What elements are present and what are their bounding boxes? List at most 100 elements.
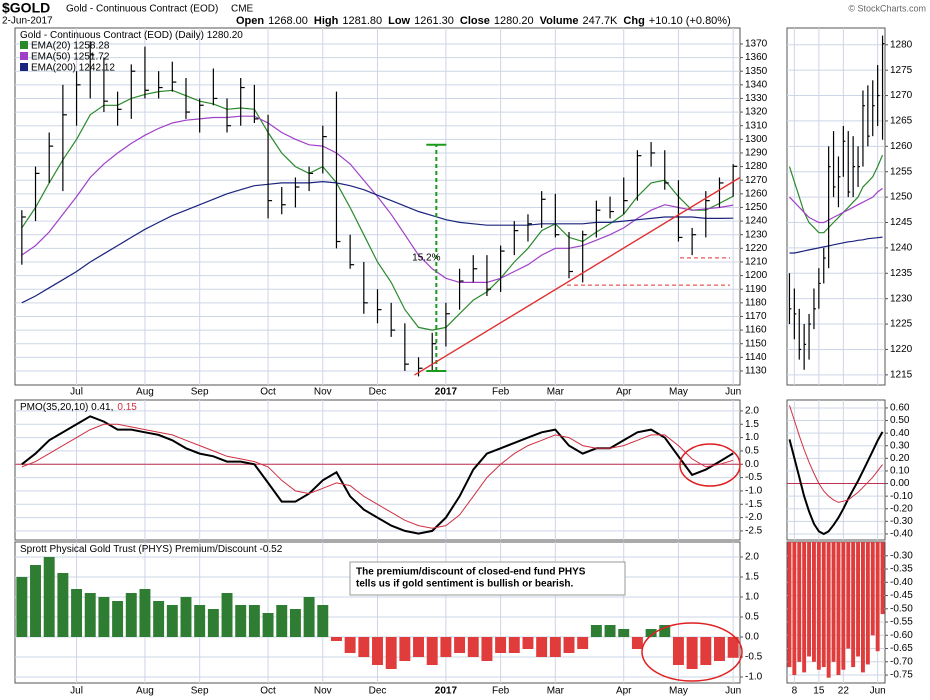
y-tick-label: 0.5 [745, 612, 759, 623]
legend: Sprott Physical Gold Trust (PHYS) Premiu… [20, 544, 283, 555]
bar [508, 637, 520, 653]
bar [792, 542, 797, 676]
bar [139, 589, 151, 637]
y-tick-label: 1240 [745, 216, 768, 227]
y-tick-label: -0.50 [890, 603, 913, 614]
x-tick-label: Oct [260, 686, 276, 697]
x-tick-label: Jul [70, 686, 83, 697]
x-tick-label: Apr [616, 686, 632, 697]
y-tick-label: -0.60 [890, 630, 913, 641]
y-tick-label: 1290 [745, 148, 768, 159]
y-tick-label: 1.0 [745, 432, 759, 443]
quote-label: Low [388, 15, 410, 27]
y-tick-label: -0.45 [890, 590, 913, 601]
measure-label: 15.2% [412, 253, 440, 264]
y-tick-label: 1160 [745, 325, 767, 336]
x-tick-label: May [669, 387, 688, 398]
y-tick-label: 1255 [890, 166, 913, 177]
bar [645, 629, 657, 637]
bar [821, 542, 826, 668]
y-tick-label: 0.20 [890, 453, 910, 464]
x-tick-label: May [669, 686, 688, 697]
x-tick-label: 2017 [435, 686, 458, 697]
line-series [789, 187, 883, 224]
y-tick-label: 1190 [745, 284, 767, 295]
bar [358, 637, 370, 657]
y-tick-label: 1.5 [745, 572, 759, 583]
x-tick-label: Mar [547, 387, 565, 398]
y-tick-label: 1.0 [745, 592, 759, 603]
bar [700, 637, 712, 665]
y-tick-label: 1170 [745, 311, 767, 322]
x-tick-label: Sep [191, 387, 209, 398]
bar [860, 542, 865, 673]
exchange: CME [231, 4, 254, 15]
bar [536, 637, 548, 657]
y-tick-label: 1275 [890, 65, 913, 76]
y-tick-label: 0.10 [890, 466, 910, 477]
x-tick-label: 22 [838, 686, 850, 697]
y-tick-label: 0.00 [890, 478, 910, 489]
bar [440, 637, 452, 657]
bar [797, 542, 802, 662]
y-tick-label: 1370 [745, 39, 768, 50]
x-tick-label: Aug [136, 686, 154, 697]
symbol: $GOLD [2, 0, 50, 16]
bar [57, 573, 69, 637]
bar [303, 597, 315, 637]
bar [807, 542, 812, 657]
bar [262, 613, 274, 637]
legend-swatch [20, 52, 28, 60]
x-tick-label: Feb [492, 686, 510, 697]
bar [125, 593, 137, 637]
x-tick-label: 15 [813, 686, 825, 697]
bar [84, 593, 96, 637]
y-tick-label: 1280 [890, 39, 913, 50]
x-tick-label: Jul [70, 387, 83, 398]
y-tick-label: -0.75 [890, 670, 913, 681]
y-tick-label: -2.0 [745, 512, 763, 523]
quote-label: High [314, 15, 339, 27]
credit: © StockCharts.com [848, 3, 926, 13]
bar [276, 605, 288, 637]
legend-swatch [20, 63, 28, 71]
note-text: The premium/discount of closed-end fund … [356, 567, 586, 578]
quote-label: Open [236, 15, 264, 27]
y-tick-label: 1310 [745, 120, 768, 131]
bar [194, 605, 206, 637]
y-tick-label: 0.5 [745, 446, 759, 457]
y-tick-label: 1235 [890, 268, 913, 279]
line-series [21, 180, 734, 304]
bar [372, 637, 383, 665]
y-tick-label: 0.60 [890, 403, 910, 414]
quote: Open 1268.00 High 1281.80 Low 1261.30 Close 128… [236, 15, 731, 27]
y-tick-label: 1280 [745, 161, 768, 172]
y-tick-label: -0.55 [890, 617, 913, 628]
bar [865, 542, 870, 665]
bar [875, 542, 880, 652]
y-tick-label: -0.10 [890, 491, 913, 502]
bar [43, 557, 55, 637]
y-tick-label: 1130 [745, 366, 767, 377]
bar [248, 605, 260, 637]
y-tick-label: 1230 [745, 229, 768, 240]
legend: Gold - Continuous Contract (EOD) (Daily)… [20, 30, 243, 41]
bar [71, 589, 83, 637]
x-tick-label: Nov [314, 686, 332, 697]
bar [317, 605, 329, 637]
y-tick-label: 1150 [745, 338, 767, 349]
y-tick-label: 1.5 [745, 419, 759, 430]
legend-text: PMO(35,20,10) 0.41, [20, 402, 113, 413]
bar [851, 542, 856, 668]
bar [385, 637, 397, 669]
quote-label: Chg [623, 15, 644, 27]
x-tick-label: Jun [870, 686, 886, 697]
x-tick-label: Feb [492, 387, 510, 398]
bar [221, 593, 233, 637]
y-tick-label: 1340 [745, 79, 768, 90]
quote-value: +10.10 (+0.80%) [649, 15, 731, 27]
bar [631, 637, 643, 649]
highlight-ellipse [641, 622, 743, 682]
x-tick-label: Dec [369, 686, 387, 697]
